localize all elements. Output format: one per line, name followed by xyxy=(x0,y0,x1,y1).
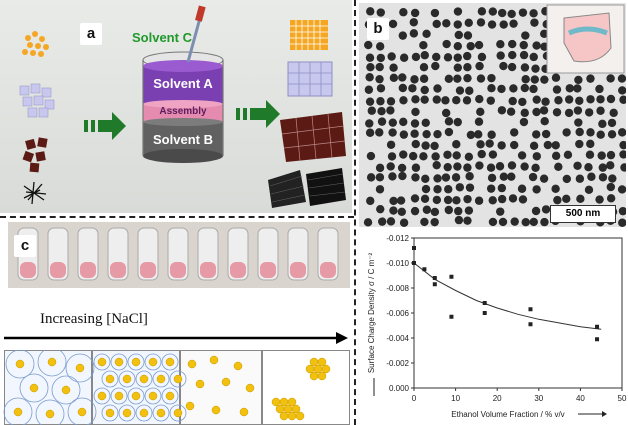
nanosphere-cluster-icon xyxy=(22,31,49,57)
nanoplate-cluster-icon xyxy=(22,137,48,173)
data-point xyxy=(449,274,454,279)
horizontal-divider xyxy=(0,216,354,218)
ordered-cube-lattice-icon xyxy=(287,61,333,97)
panel-a-schematic: a xyxy=(0,0,352,213)
right-green-arrow-icon xyxy=(236,100,280,128)
x-tick-label: 50 xyxy=(618,394,627,403)
data-point xyxy=(422,267,427,272)
y-axis-label: Surface Charge Density σ / C m⁻² xyxy=(367,253,376,374)
assembly-label: Assembly xyxy=(159,106,207,117)
y-tick-label: -0.012 xyxy=(386,234,409,243)
x-tick-label: 0 xyxy=(412,394,417,403)
data-point xyxy=(482,311,487,315)
solvent-c-label: Solvent C xyxy=(132,30,192,45)
surface-charge-chart: 0 10 20 30 40 50 0.000 -0.002 -0.004 -0.006 -0.008… xyxy=(367,234,627,419)
scale-bar: 500 nm xyxy=(550,205,616,223)
data-point xyxy=(528,322,533,327)
data-point xyxy=(432,282,437,287)
nanocube-cluster-icon xyxy=(19,83,55,118)
y-tick-label: -0.010 xyxy=(386,259,409,268)
x-axis-label: Ethanol Volume Fraction / % v/v xyxy=(451,410,564,419)
data-point xyxy=(412,261,416,265)
data-point xyxy=(528,307,533,312)
y-tick-label: 0.000 xyxy=(389,384,410,393)
left-green-arrow-icon xyxy=(84,112,126,140)
ordered-plate-lattice-icon xyxy=(280,112,346,162)
x-tick-label: 10 xyxy=(451,394,460,403)
plot-frame xyxy=(413,237,623,389)
assembly-schematic-graphic xyxy=(19,5,346,208)
tem-micrograph xyxy=(359,3,626,227)
increasing-nacl-label: Increasing [NaCl] xyxy=(40,311,148,327)
x-tick-label: 30 xyxy=(534,394,543,403)
x-tick-label: 40 xyxy=(576,394,585,403)
panel-label-a: a xyxy=(80,23,102,45)
pipette-icon xyxy=(186,5,206,63)
data-point xyxy=(449,314,454,319)
vertical-divider xyxy=(354,0,356,425)
data-point xyxy=(595,324,600,329)
data-point xyxy=(482,301,487,305)
y-tick-label: -0.006 xyxy=(386,309,409,318)
ordered-sphere-lattice-icon xyxy=(290,20,328,50)
data-point xyxy=(412,246,416,250)
vial-row-photo xyxy=(8,222,350,288)
panel-label-b: b xyxy=(367,18,389,40)
data-point xyxy=(432,276,437,280)
solvent-a-layer xyxy=(143,66,223,104)
particle-assembly-diagram xyxy=(3,350,331,425)
increasing-arrow-icon xyxy=(4,332,348,344)
x-tick-label: 20 xyxy=(493,394,502,403)
y-tick-label: -0.002 xyxy=(386,359,409,368)
fit-curve xyxy=(413,262,602,330)
solvent-b-label: Solvent B xyxy=(153,132,213,147)
panel-label-c: c xyxy=(14,235,36,257)
ordered-nanowire-film-icon xyxy=(268,168,346,208)
assembly-layer xyxy=(143,104,223,122)
y-tick-label: -0.008 xyxy=(386,284,409,293)
nanowire-tangle-icon xyxy=(23,181,47,205)
data-point xyxy=(595,337,600,342)
y-tick-label: -0.004 xyxy=(386,334,409,343)
panel-b-tem-image: b 500 nm xyxy=(359,3,626,227)
solvent-a-label: Solvent A xyxy=(153,76,213,91)
